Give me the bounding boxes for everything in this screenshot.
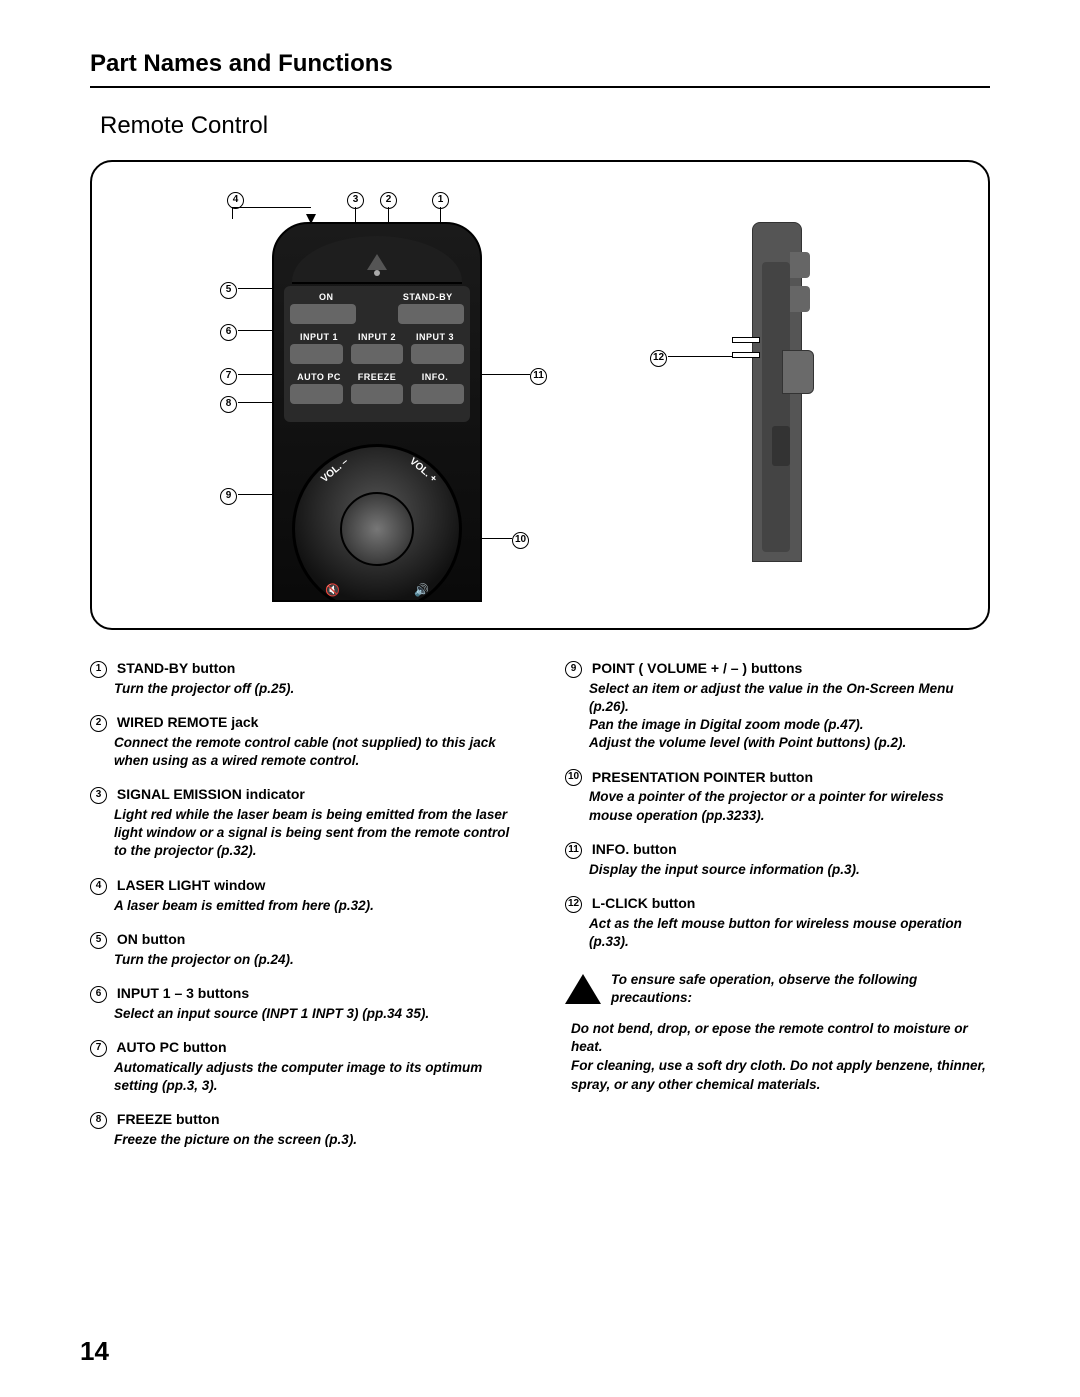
sub-title: Remote Control	[100, 112, 990, 140]
callout-9: 9	[220, 486, 237, 505]
description-item: 6 INPUT 1 – 3 buttons Select an input sou…	[90, 985, 515, 1023]
item-title: 5 ON button	[90, 931, 515, 949]
lclick-button	[782, 350, 814, 394]
precaution-header: To ensure safe operation, observe the fo…	[565, 971, 990, 1007]
description-item: 2 WIRED REMOTE jack Connect the remote co…	[90, 714, 515, 770]
callout-5: 5	[220, 280, 237, 299]
speaker-icon: 🔊	[414, 583, 429, 597]
precaution-lead: To ensure safe operation, observe the fo…	[611, 971, 990, 1007]
item-title: 6 INPUT 1 – 3 buttons	[90, 985, 515, 1003]
item-description: Automatically adjusts the computer image…	[90, 1059, 515, 1095]
item-title: 2 WIRED REMOTE jack	[90, 714, 515, 732]
item-title: 10 PRESENTATION POINTER button	[565, 769, 990, 787]
description-item: 12 L-CLICK button Act as the left mouse b…	[565, 895, 990, 951]
label-info: INFO.	[406, 372, 464, 382]
label-standby: STAND-BY	[392, 292, 465, 302]
label-input1: INPUT 1	[290, 332, 348, 342]
label-vol-plus: VOL. +	[407, 456, 439, 485]
item-title: 7 AUTO PC button	[90, 1039, 515, 1057]
label-on: ON	[290, 292, 363, 302]
label-input3: INPUT 3	[406, 332, 464, 342]
page-number: 14	[80, 1336, 109, 1367]
dpad-center	[340, 492, 414, 566]
callout-7: 7	[220, 366, 237, 385]
remote-front-view: ON STAND-BY INPUT 1 INPUT 2 INPUT 3 AUTO…	[272, 222, 482, 602]
description-item: 1 STAND-BY button Turn the projector off …	[90, 660, 515, 698]
callout-11: 11	[530, 366, 547, 385]
left-column: 1 STAND-BY button Turn the projector off …	[90, 660, 515, 1165]
item-title: 11 INFO. button	[565, 841, 990, 859]
item-description: Move a pointer of the projector or a poi…	[565, 788, 990, 824]
item-description: Select an input source (INPT 1 INPT 3) (…	[90, 1005, 515, 1023]
description-item: 3 SIGNAL EMISSION indicator Light red whi…	[90, 786, 515, 860]
description-columns: 1 STAND-BY button Turn the projector off …	[90, 660, 990, 1165]
item-description: Display the input source information (p.…	[565, 861, 990, 879]
description-item: 9 POINT ( VOLUME + / – ) buttons Select a…	[565, 660, 990, 753]
callout-10: 10	[512, 530, 529, 549]
led-icon	[374, 270, 380, 276]
dpad: VOL. – VOL. + 🔇 🔊	[292, 444, 462, 602]
item-title: 4 LASER LIGHT window	[90, 877, 515, 895]
label-freeze: FREEZE	[348, 372, 406, 382]
item-description: Freeze the picture on the screen (p.3).	[90, 1131, 515, 1149]
callout-8: 8	[220, 394, 237, 413]
warning-triangle-icon	[565, 974, 601, 1004]
description-item: 7 AUTO PC button Automatically adjusts th…	[90, 1039, 515, 1095]
description-item: 5 ON button Turn the projector on (p.24).	[90, 931, 515, 969]
item-description: A laser beam is emitted from here (p.32)…	[90, 897, 515, 915]
description-item: 4 LASER LIGHT window A laser beam is emit…	[90, 877, 515, 915]
description-item: 10 PRESENTATION POINTER buttonMove a poi…	[565, 769, 990, 825]
precaution-line: Do not bend, drop, or epose the remote c…	[571, 1020, 990, 1058]
precaution-list: Do not bend, drop, or epose the remote c…	[565, 1020, 990, 1096]
description-item: 11 INFO. button Display the input source …	[565, 841, 990, 879]
callout-6: 6	[220, 322, 237, 341]
laser-triangle-icon	[367, 254, 387, 270]
section-title: Part Names and Functions	[90, 50, 990, 88]
item-title: 9 POINT ( VOLUME + / – ) buttons	[565, 660, 990, 678]
item-description: Act as the left mouse button for wireles…	[565, 915, 990, 951]
remote-side-view	[732, 222, 817, 562]
speaker-mute-icon: 🔇	[325, 583, 340, 597]
label-input2: INPUT 2	[348, 332, 406, 342]
item-description: Connect the remote control cable (not su…	[90, 734, 515, 770]
item-title: 1 STAND-BY button	[90, 660, 515, 678]
label-vol-minus: VOL. –	[319, 456, 350, 485]
item-title: 3 SIGNAL EMISSION indicator	[90, 786, 515, 804]
item-title: 8 FREEZE button	[90, 1111, 515, 1129]
right-column: 9 POINT ( VOLUME + / – ) buttons Select a…	[565, 660, 990, 1165]
item-description: Turn the projector off (p.25).	[90, 680, 515, 698]
callout-12: 12	[650, 348, 667, 367]
description-item: 8 FREEZE button Freeze the picture on the…	[90, 1111, 515, 1149]
precaution-line: For cleaning, use a soft dry cloth. Do n…	[571, 1057, 990, 1095]
item-title: 12 L-CLICK button	[565, 895, 990, 913]
item-description: Turn the projector on (p.24).	[90, 951, 515, 969]
item-description: Select an item or adjust the value in th…	[565, 680, 990, 753]
remote-diagram: 4 3 2 1 5 6 7 8 9 11 10 12 ON	[90, 160, 990, 630]
label-autopc: AUTO PC	[290, 372, 348, 382]
item-description: Light red while the laser beam is being …	[90, 806, 515, 861]
